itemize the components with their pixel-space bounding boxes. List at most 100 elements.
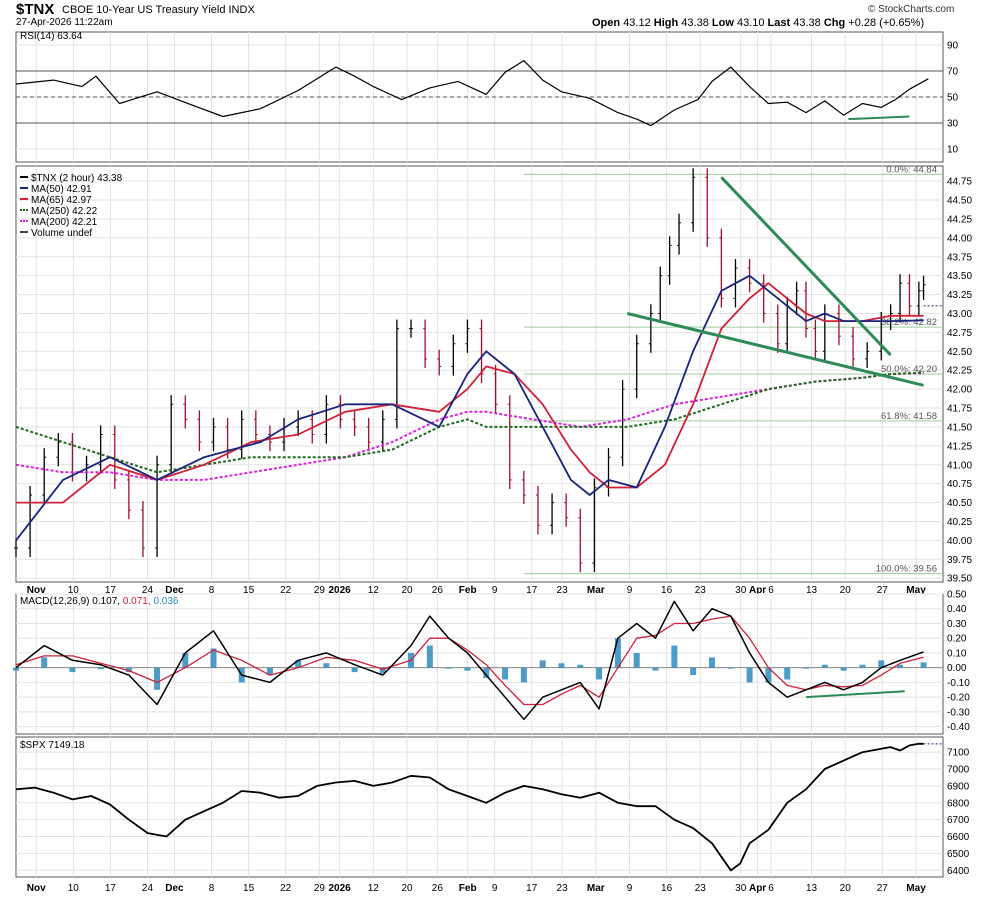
macd-histogram-bar — [426, 645, 433, 668]
price-tick-label: 43.75 — [947, 252, 972, 263]
macd-histogram-bar — [539, 660, 546, 668]
fib-level-label: 38.2%: 42.82 — [881, 317, 937, 328]
macd-line — [15, 600, 924, 721]
macd-histogram-bar — [483, 667, 490, 678]
x-tick-label: Mar — [587, 585, 605, 596]
x-tick-label: 23 — [557, 585, 569, 596]
x-tick-label: 15 — [243, 883, 255, 894]
low-value: 43.10 — [736, 17, 765, 29]
credit-text: © StockCharts.com — [868, 4, 955, 15]
macd-histogram-bar — [351, 667, 358, 673]
x-tick-label: 9 — [492, 585, 498, 596]
x-tick-label: 16 — [661, 883, 673, 894]
price-tick-label: 40.25 — [947, 517, 972, 528]
rsi-tick-label: 10 — [947, 145, 959, 156]
price-tick-label: 42.25 — [947, 366, 972, 377]
fib-level-label: 50.0%: 42.20 — [881, 364, 937, 375]
x-tick-label: 20 — [401, 883, 413, 894]
macd-histogram-bar — [920, 662, 927, 668]
last-value: 43.38 — [793, 17, 821, 29]
x-tick-label: 6 — [768, 883, 774, 894]
x-tick-label: 20 — [840, 585, 852, 596]
x-tick-label: 2026 — [328, 883, 351, 894]
x-tick-label: 6 — [768, 585, 774, 596]
rsi-trendline — [848, 115, 910, 121]
x-tick-label: 20 — [840, 883, 852, 894]
x-tick-label: 27 — [877, 883, 889, 894]
x-tick-label: 23 — [557, 883, 569, 894]
ohlc-readout: Open 43.12 High 43.38 Low 43.10 Last 43.… — [592, 17, 924, 29]
macd-histogram-bar — [445, 667, 452, 669]
x-tick-label: Nov — [27, 585, 46, 596]
ma250-legend: MA(250) 42.22 — [31, 206, 98, 217]
macd-histogram-bar — [633, 652, 640, 668]
x-tick-label: 26 — [432, 585, 444, 596]
x-tick-label: 10 — [68, 883, 80, 894]
x-tick-label: 13 — [806, 883, 818, 894]
x-tick-label: 29 — [314, 585, 326, 596]
x-tick-label: 12 — [368, 883, 380, 894]
macd-histogram-bar — [210, 648, 217, 668]
price-tick-label: 41.25 — [947, 441, 972, 452]
macd-histogram-bar — [520, 667, 527, 683]
price-legend: $TNX (2 hour) 43.38 — [31, 173, 123, 184]
ma50-line — [15, 274, 924, 541]
macd-histogram-bar — [840, 667, 847, 671]
ma200-legend: MA(200) 42.21 — [31, 217, 98, 228]
macd-tick-label: -0.10 — [947, 678, 970, 689]
macd-tick-label: 0.10 — [947, 648, 967, 659]
spx-tick-label: 6400 — [947, 866, 970, 877]
x-tick-label: 17 — [526, 585, 538, 596]
price-tick-label: 39.75 — [947, 555, 972, 566]
macd-histogram-bar — [821, 664, 828, 668]
spx-tick-label: 6900 — [947, 781, 970, 792]
x-tick-label: 12 — [368, 585, 380, 596]
x-tick-label: 26 — [432, 883, 444, 894]
macd-histogram-bar — [765, 667, 772, 683]
spx-tick-label: 6800 — [947, 798, 970, 809]
x-tick-label: 8 — [209, 585, 215, 596]
price-tick-label: 42.00 — [947, 385, 972, 396]
x-tick-label: Dec — [165, 883, 184, 894]
x-tick-label: Dec — [165, 585, 184, 596]
fib-level-label: 0.0%: 44.84 — [886, 164, 937, 175]
x-tick-label: 27 — [877, 585, 889, 596]
x-tick-label: 9 — [627, 585, 633, 596]
rsi-tick-label: 70 — [947, 67, 959, 78]
x-tick-label: May — [906, 883, 926, 894]
x-tick-label: 22 — [280, 585, 292, 596]
price-tick-label: 42.50 — [947, 347, 972, 358]
open-label: Open — [592, 17, 621, 29]
ma200-line — [15, 372, 924, 481]
spx-tick-label: 6500 — [947, 849, 970, 860]
price-tick-label: 40.00 — [947, 536, 972, 547]
fib-level-label: 100.0%: 39.56 — [876, 564, 937, 575]
macd-histogram-bar — [558, 663, 565, 668]
x-tick-label: Feb — [459, 883, 477, 894]
histogram-value: 0.036 — [153, 596, 178, 607]
macd-histogram-bar — [784, 667, 791, 680]
chart-instrument-name: CBOE 10-Year US Treasury Yield INDX — [62, 4, 255, 16]
x-tick-label: 17 — [105, 585, 117, 596]
macd-signal-line — [15, 615, 924, 706]
price-tick-label: 40.75 — [947, 479, 972, 490]
x-tick-label: Apr — [749, 585, 766, 596]
price-tick-label: 41.00 — [947, 460, 972, 471]
x-tick-label: 10 — [68, 585, 80, 596]
macd-histogram-bar — [41, 657, 48, 668]
macd-histogram-bar — [154, 667, 161, 690]
macd-histogram-bar — [671, 645, 678, 668]
open-value: 43.12 — [623, 17, 651, 29]
macd-histogram-bar — [464, 667, 471, 671]
macd-histogram-bar — [69, 667, 76, 673]
spx-panel — [15, 736, 944, 878]
price-trendline — [720, 176, 892, 357]
chart-timestamp: 27-Apr-2026 11:22am — [16, 17, 113, 28]
macd-tick-label: -0.20 — [947, 693, 970, 704]
x-tick-label: 17 — [105, 883, 117, 894]
macd-histogram-bar — [690, 667, 697, 676]
last-label: Last — [767, 17, 791, 29]
rsi-line — [15, 59, 929, 127]
macd-histogram-bar — [803, 667, 810, 669]
fib-level-label: 61.8%: 41.58 — [881, 411, 937, 422]
